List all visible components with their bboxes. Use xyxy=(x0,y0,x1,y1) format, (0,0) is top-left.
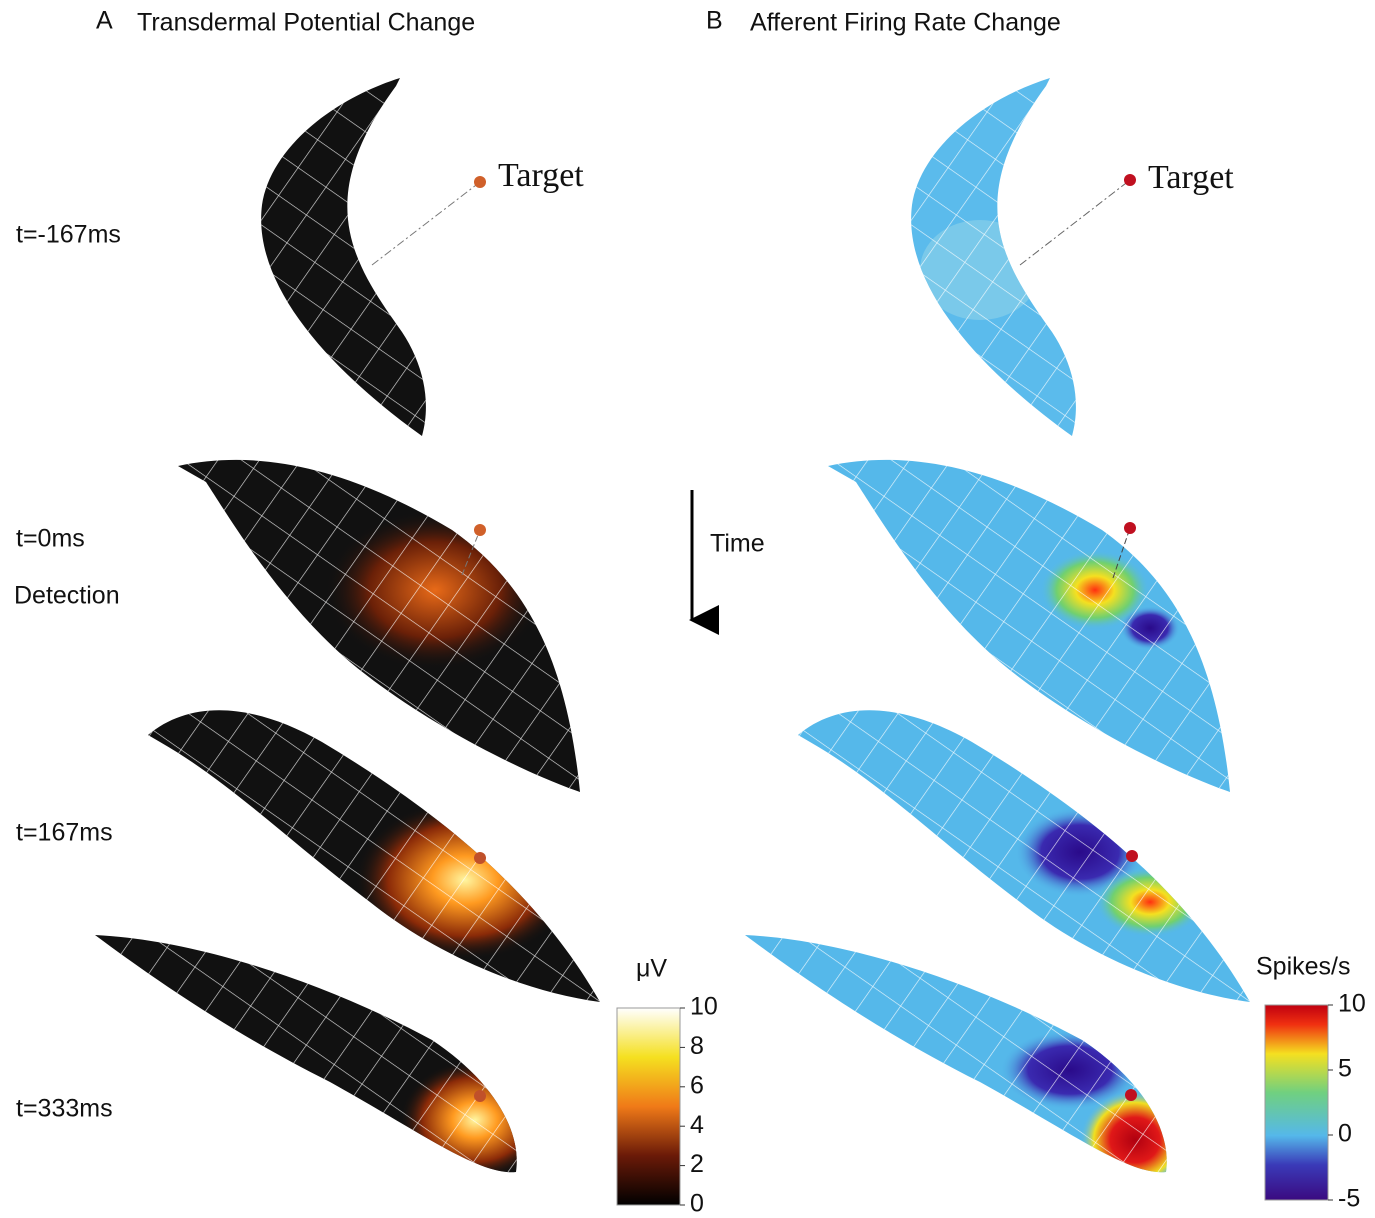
colorbar-tick-label: 6 xyxy=(690,1071,704,1099)
colorbar: Spikes/s -5 0 5 10 xyxy=(1256,953,1366,1213)
colorbar-tick-label: 8 xyxy=(690,1032,704,1060)
time-label: t=-167ms xyxy=(16,221,121,249)
panel-letter: A xyxy=(96,7,113,35)
colorbar-tick-label: 0 xyxy=(690,1190,704,1213)
target-label: Target xyxy=(498,157,584,194)
colorbar-tick-label: 5 xyxy=(1338,1055,1352,1083)
event-label: Detection xyxy=(14,582,120,610)
colorbar-tick-label: 0 xyxy=(1338,1120,1352,1148)
time-label: t=167ms xyxy=(16,819,113,847)
colorbar-label: Spikes/s xyxy=(1256,953,1350,981)
colorbar-tick-label: -5 xyxy=(1338,1185,1360,1213)
colorbar-tick-label: 10 xyxy=(690,993,718,1021)
panel-title: Afferent Firing Rate Change xyxy=(750,9,1061,37)
panel-title: Transdermal Potential Change xyxy=(137,9,475,37)
panel-b: B Afferent Firing Rate Change Target xyxy=(706,7,1250,1173)
time-label: t=0ms xyxy=(16,525,85,553)
colorbar-tick-label: 10 xyxy=(1338,990,1366,1018)
colorbar: μV 0 2 4 6 8 10 xyxy=(616,955,718,1218)
colorbar-tick-label: 2 xyxy=(690,1150,704,1178)
panel-letter: B xyxy=(706,7,723,35)
colorbar-label: μV xyxy=(636,955,667,983)
target-label: Target xyxy=(1148,159,1234,196)
time-arrow-label: Time xyxy=(710,530,765,558)
colorbar-tick-label: 4 xyxy=(690,1111,704,1139)
time-label: t=333ms xyxy=(16,1095,113,1123)
